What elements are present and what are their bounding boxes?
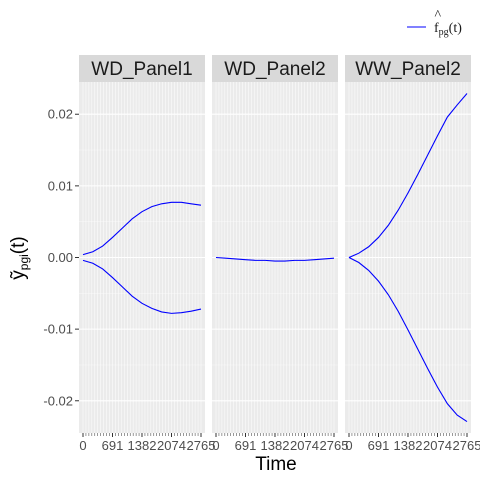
facet-panel-2: WD_Panel2 0 691 1382 2074 2765 <box>212 55 348 453</box>
x-tick-label: 2074 <box>290 438 319 453</box>
x-tick-label: 2765 <box>320 438 349 453</box>
y-tick-label: 0.02 <box>48 107 73 122</box>
x-axis-title: Time <box>255 454 297 475</box>
y-tick-label: -0.01 <box>43 322 73 337</box>
legend-label-sub: pg <box>439 27 449 38</box>
facet-panel-3: WW_Panel2 0 691 1382 2074 2765 <box>345 55 480 453</box>
x-tick-label: 2765 <box>453 438 480 453</box>
x-tick-label: 691 <box>102 438 124 453</box>
facet-strip-label: WW_Panel2 <box>355 59 461 80</box>
facet-strip-label: WD_Panel2 <box>224 59 325 80</box>
series-line-2 <box>348 257 468 422</box>
y-axis: -0.02 -0.01 0.00 0.01 0.02 <box>43 107 79 408</box>
y-tick-label: 0.00 <box>48 250 73 265</box>
y-tick-label: -0.02 <box>43 393 73 408</box>
facet-strip <box>212 55 338 82</box>
legend: ^ fpg(t) <box>407 8 462 38</box>
x-tick-label: 691 <box>368 438 390 453</box>
x-tick-label: 691 <box>235 438 257 453</box>
y-axis-title-main: ỹ <box>8 270 29 280</box>
series-line-1 <box>348 93 468 259</box>
x-tick-label: 0 <box>212 438 219 453</box>
x-tick-label: 2074 <box>423 438 452 453</box>
facet-strip <box>345 55 471 82</box>
x-tick-label: 2074 <box>157 438 186 453</box>
x-tick-label: 1382 <box>261 438 290 453</box>
x-tick-label: 1382 <box>128 438 157 453</box>
series-line-2 <box>82 259 202 314</box>
x-tick-label: 0 <box>79 438 86 453</box>
series-line-1 <box>215 256 335 262</box>
y-axis-title-group: ỹpgi(t) <box>8 236 31 279</box>
facet-strip <box>79 55 205 82</box>
series-line-1 <box>82 201 202 256</box>
facet-panel-1: WD_Panel1 0 691 1382 2074 2765 <box>79 55 215 453</box>
y-axis-title: ỹpgi(t) <box>8 236 31 279</box>
legend-label-main: f <box>434 21 439 36</box>
y-axis-title-sub: pgi <box>17 254 31 270</box>
legend-label-arg: (t) <box>449 21 463 36</box>
x-tick-label: 0 <box>345 438 352 453</box>
y-axis-title-arg: (t) <box>8 236 29 254</box>
legend-label-hat: ^ <box>435 8 442 23</box>
x-tick-label: 2765 <box>187 438 216 453</box>
x-tick-label: 1382 <box>394 438 423 453</box>
facet-strip-label: WD_Panel1 <box>91 59 192 80</box>
legend-label: fpg(t) <box>434 21 462 38</box>
y-tick-label: 0.01 <box>48 178 73 193</box>
